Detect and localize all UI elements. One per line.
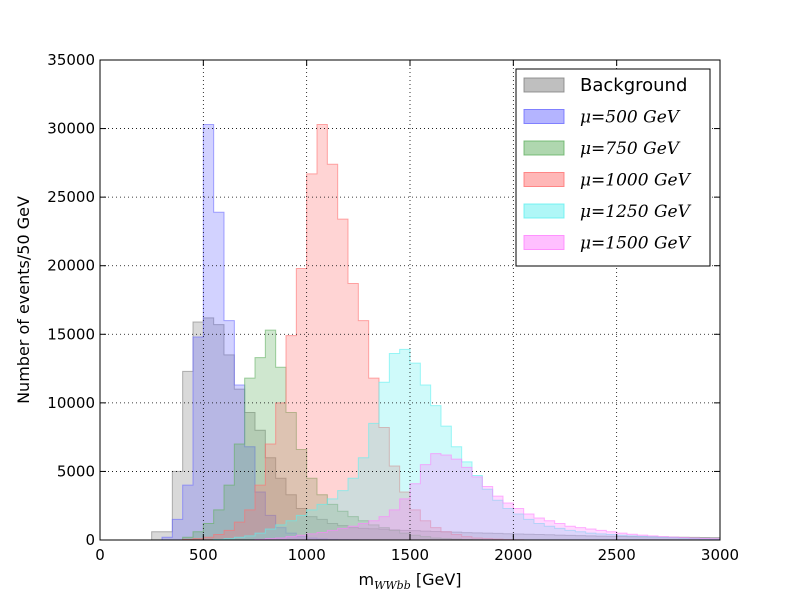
legend-box xyxy=(515,68,711,267)
legend: Background μ=500 GeV μ=750 GeV μ=1000 GeV μ=… xyxy=(515,68,711,267)
y-tick-label-2: 10000 xyxy=(47,394,95,412)
x-axis-label-main: m xyxy=(358,570,374,589)
y-tick-label-6: 30000 xyxy=(47,120,95,138)
legend-label-0: Background xyxy=(580,75,687,96)
legend-label-3: μ=1000 GeV xyxy=(580,171,692,191)
x-axis-label: mWWbb [GeV] xyxy=(358,570,461,592)
y-tick-label-3: 15000 xyxy=(47,325,95,343)
x-axis-label-sub: WWbb xyxy=(374,579,411,592)
tick-layer: 0 500 1000 1500 2000 2500 30000500010000150002… xyxy=(47,51,739,564)
y-axis-label: Number of events/50 GeV xyxy=(14,196,33,404)
x-axis-label-unit: [GeV] xyxy=(411,570,462,589)
legend-label-1: μ=500 GeV xyxy=(580,108,681,128)
x-tick-label-2: 1000 xyxy=(288,546,326,564)
y-axis-label-main: Number of events xyxy=(14,260,33,404)
y-tick-label-0: 0 xyxy=(85,531,95,549)
legend-swatch-4 xyxy=(523,203,565,219)
y-axis-label-unit: /50 GeV xyxy=(14,196,33,260)
legend-label-4: μ=1250 GeV xyxy=(580,202,692,222)
legend-swatch-2 xyxy=(523,140,565,156)
legend-swatch-1 xyxy=(523,109,565,124)
legend-label-2: μ=750 GeV xyxy=(580,139,681,159)
y-tick-label-7: 35000 xyxy=(47,51,95,69)
legend-swatch-3 xyxy=(523,172,565,187)
y-tick-label-4: 20000 xyxy=(47,257,95,275)
y-tick-label-1: 5000 xyxy=(57,462,95,480)
x-tick-label-0: 0 xyxy=(95,546,105,564)
x-tick-label-3: 1500 xyxy=(391,546,429,564)
x-tick-label-1: 500 xyxy=(189,546,218,564)
y-tick-label-5: 25000 xyxy=(47,188,95,206)
x-tick-label-6: 3000 xyxy=(701,546,739,564)
legend-swatch-5 xyxy=(523,235,565,250)
legend-swatch-0 xyxy=(523,77,565,93)
x-tick-label-4: 2000 xyxy=(494,546,532,564)
legend-label-5: μ=1500 GeV xyxy=(580,234,692,254)
x-tick-label-5: 2500 xyxy=(598,546,636,564)
